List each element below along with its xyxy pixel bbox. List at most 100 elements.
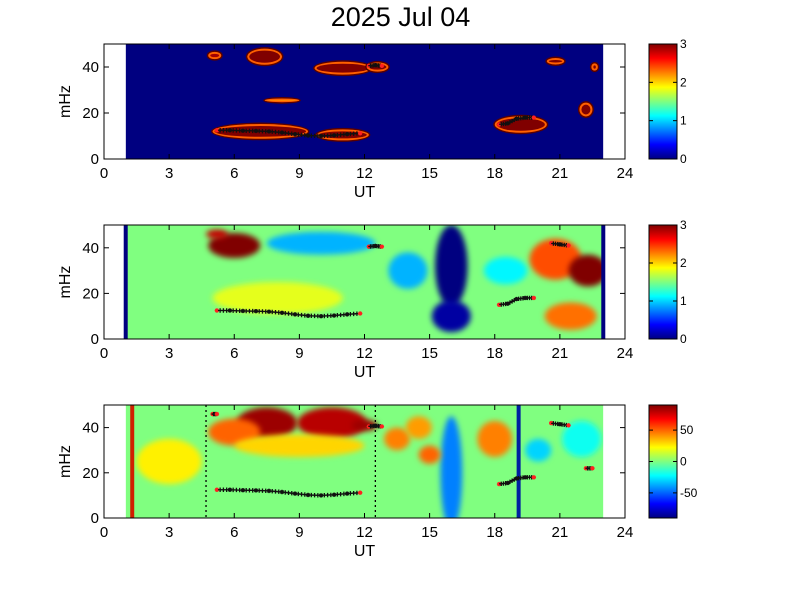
x-tick-label: 0: [100, 165, 108, 182]
marker-track-3: [548, 241, 571, 248]
colorbar-tick-label: 0: [680, 152, 687, 166]
marker-point: [505, 301, 510, 306]
x-tick-label: 9: [295, 165, 303, 182]
marker-point: [227, 128, 233, 133]
colorbar: [648, 43, 678, 160]
x-tick-label: 21: [552, 165, 569, 182]
heatmap-blob: [496, 118, 545, 131]
colorbar-tick-label: 3: [680, 37, 687, 51]
x-tick-label: 0: [100, 524, 108, 541]
marker-track-0: [214, 487, 363, 498]
x-axis-label: UT: [354, 184, 376, 201]
heatmap-field: [125, 225, 604, 339]
colorbar-tick-label: 2: [680, 75, 687, 89]
marker-point: [253, 308, 259, 314]
marker-track-5: [210, 411, 220, 417]
heatmap-blob: [548, 60, 563, 63]
marker-point: [379, 63, 385, 69]
heatmap-blob: [477, 420, 513, 457]
heatmap-blob: [431, 300, 471, 333]
marker-point: [214, 411, 220, 417]
marker-point: [253, 128, 259, 134]
x-axis-label: UT: [354, 543, 376, 560]
marker-track-1: [366, 423, 385, 429]
x-tick-label: 18: [486, 524, 503, 541]
heatmap-blob: [384, 427, 411, 451]
colorbar-tick-label: 2: [680, 256, 687, 270]
heatmap-blob: [544, 302, 597, 330]
marker-point: [240, 488, 246, 493]
marker-track-3: [548, 420, 571, 428]
marker-point: [227, 308, 233, 313]
x-tick-label: 6: [230, 165, 238, 182]
y-axis-label: mHz: [57, 445, 74, 478]
marker-point: [331, 492, 337, 497]
x-tick-label: 21: [552, 524, 569, 541]
heatmap-blob: [210, 53, 220, 58]
marker-track-1: [366, 243, 385, 249]
colorbar-tick-label: 0: [680, 332, 687, 346]
marker-point: [531, 475, 537, 480]
y-tick-label: 40: [82, 420, 99, 437]
marker-point: [214, 128, 220, 133]
x-tick-label: 0: [100, 345, 108, 362]
heatmap-background: [125, 44, 604, 159]
heatmap-blob: [234, 434, 365, 457]
marker-point: [279, 489, 285, 495]
y-tick-label: 20: [82, 285, 99, 302]
y-tick-label: 0: [91, 331, 99, 348]
colorbar-tick-label: 1: [680, 294, 687, 308]
marker-point: [344, 312, 350, 317]
x-tick-label: 24: [617, 524, 634, 541]
x-tick-label: 9: [295, 345, 303, 362]
marker-point: [379, 424, 385, 429]
x-tick-label: 24: [617, 345, 634, 362]
heatmap-blob: [418, 445, 441, 464]
heatmap-blob: [266, 99, 298, 101]
heatmap-blob: [249, 50, 281, 63]
heatmap-blob: [483, 256, 528, 285]
marker-point: [505, 121, 510, 126]
marker-point: [266, 309, 272, 314]
marker-point: [531, 295, 537, 301]
marker-point: [305, 133, 311, 138]
marker-track-2: [496, 475, 537, 487]
marker-point: [266, 129, 272, 134]
marker-point: [266, 488, 272, 494]
marker-point: [214, 308, 220, 313]
marker-point: [379, 244, 385, 249]
y-axis-label: mHz: [57, 266, 74, 299]
heatmap-blob: [208, 232, 261, 259]
x-axis-label: UT: [354, 364, 376, 381]
panel-bottom: 0 3 6 9 12 15 18 21 24 0 20 40 UT mHz 50 0 -50: [57, 404, 698, 560]
marker-point: [227, 487, 233, 492]
figure-title: 2025 Jul 04: [330, 2, 471, 32]
marker-track-2: [496, 295, 537, 307]
heatmap-blob: [405, 416, 432, 439]
x-tick-label: 15: [421, 165, 438, 182]
marker-point: [292, 491, 298, 496]
y-tick-label: 20: [82, 105, 99, 122]
marker-track-0: [214, 128, 363, 139]
marker-point: [292, 131, 298, 137]
marker-point: [279, 130, 285, 135]
heatmap-blob: [316, 63, 370, 73]
marker-point: [253, 488, 259, 493]
marker-point: [590, 466, 595, 471]
marker-point: [344, 491, 350, 496]
y-axis-label: mHz: [57, 85, 74, 118]
colorbar-tick-label: 1: [680, 114, 687, 128]
x-tick-label: 15: [421, 345, 438, 362]
x-tick-label: 24: [617, 165, 634, 182]
marker-track-4: [583, 466, 595, 471]
marker-point: [566, 243, 571, 248]
marker-point: [357, 131, 363, 136]
marker-track-1: [366, 62, 385, 69]
x-tick-label: 18: [486, 345, 503, 362]
y-tick-label: 40: [82, 240, 99, 257]
x-tick-label: 21: [552, 345, 569, 362]
x-tick-label: 3: [165, 165, 173, 182]
